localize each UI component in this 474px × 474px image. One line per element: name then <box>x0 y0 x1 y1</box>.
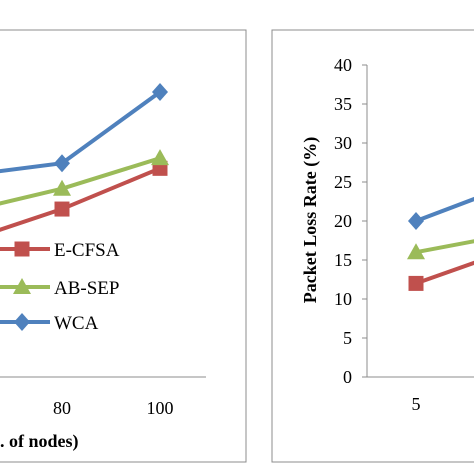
right-y-tick-40: 40 <box>334 55 352 75</box>
right-y-tick-35: 35 <box>334 94 352 114</box>
left-x-tick-80: 80 <box>53 398 71 418</box>
right-y-axis-title: Packet Loss Rate (%) <box>300 137 321 303</box>
legend: E-CFSA AB-SEP WCA <box>0 240 120 334</box>
left-point-e-cfsa-80 <box>54 201 70 217</box>
left-x-tick-100: 100 <box>147 398 174 418</box>
right-y-tick-10: 10 <box>334 289 352 309</box>
left-point-wca-80 <box>54 154 70 173</box>
right-x-ticks: 5 <box>412 394 421 414</box>
legend-marker-wca <box>14 313 30 331</box>
left-series-group <box>0 83 169 232</box>
legend-label-wca: WCA <box>54 313 99 334</box>
left-x-axis-title: . of nodes) <box>0 431 79 452</box>
legend-marker-e-cfsa <box>14 241 30 257</box>
right-y-tick-15: 15 <box>334 250 352 270</box>
right-series-line-wca <box>415 196 474 223</box>
left-point-wca-100 <box>152 83 168 101</box>
right-y-tick-25: 25 <box>334 172 352 192</box>
right-point-ab-sep-5 <box>407 243 425 260</box>
right-y-tick-5: 5 <box>343 328 352 348</box>
right-point-e-cfsa-5 <box>408 275 424 291</box>
right-point-wca-5 <box>408 212 424 230</box>
right-series-group <box>407 196 474 291</box>
left-x-ticks: 80 100 <box>53 398 174 418</box>
left-point-ab-sep-80 <box>53 179 71 196</box>
right-y-tick-0: 0 <box>343 367 352 387</box>
right-y-ticks: 0 5 10 15 20 25 30 35 40 <box>334 55 367 387</box>
right-series-line-ab-sep <box>415 239 474 255</box>
left-chart-frame <box>0 29 247 463</box>
right-x-tick-5: 5 <box>412 394 421 414</box>
legend-marker-ab-sep <box>13 278 31 294</box>
right-y-tick-30: 30 <box>334 133 352 153</box>
legend-label-e-cfsa: E-CFSA <box>54 240 120 261</box>
right-y-tick-20: 20 <box>334 211 352 231</box>
legend-label-ab-sep: AB-SEP <box>54 278 119 299</box>
right-series-line-e-cfsa <box>415 260 474 286</box>
left-point-ab-sep-100 <box>151 149 169 166</box>
